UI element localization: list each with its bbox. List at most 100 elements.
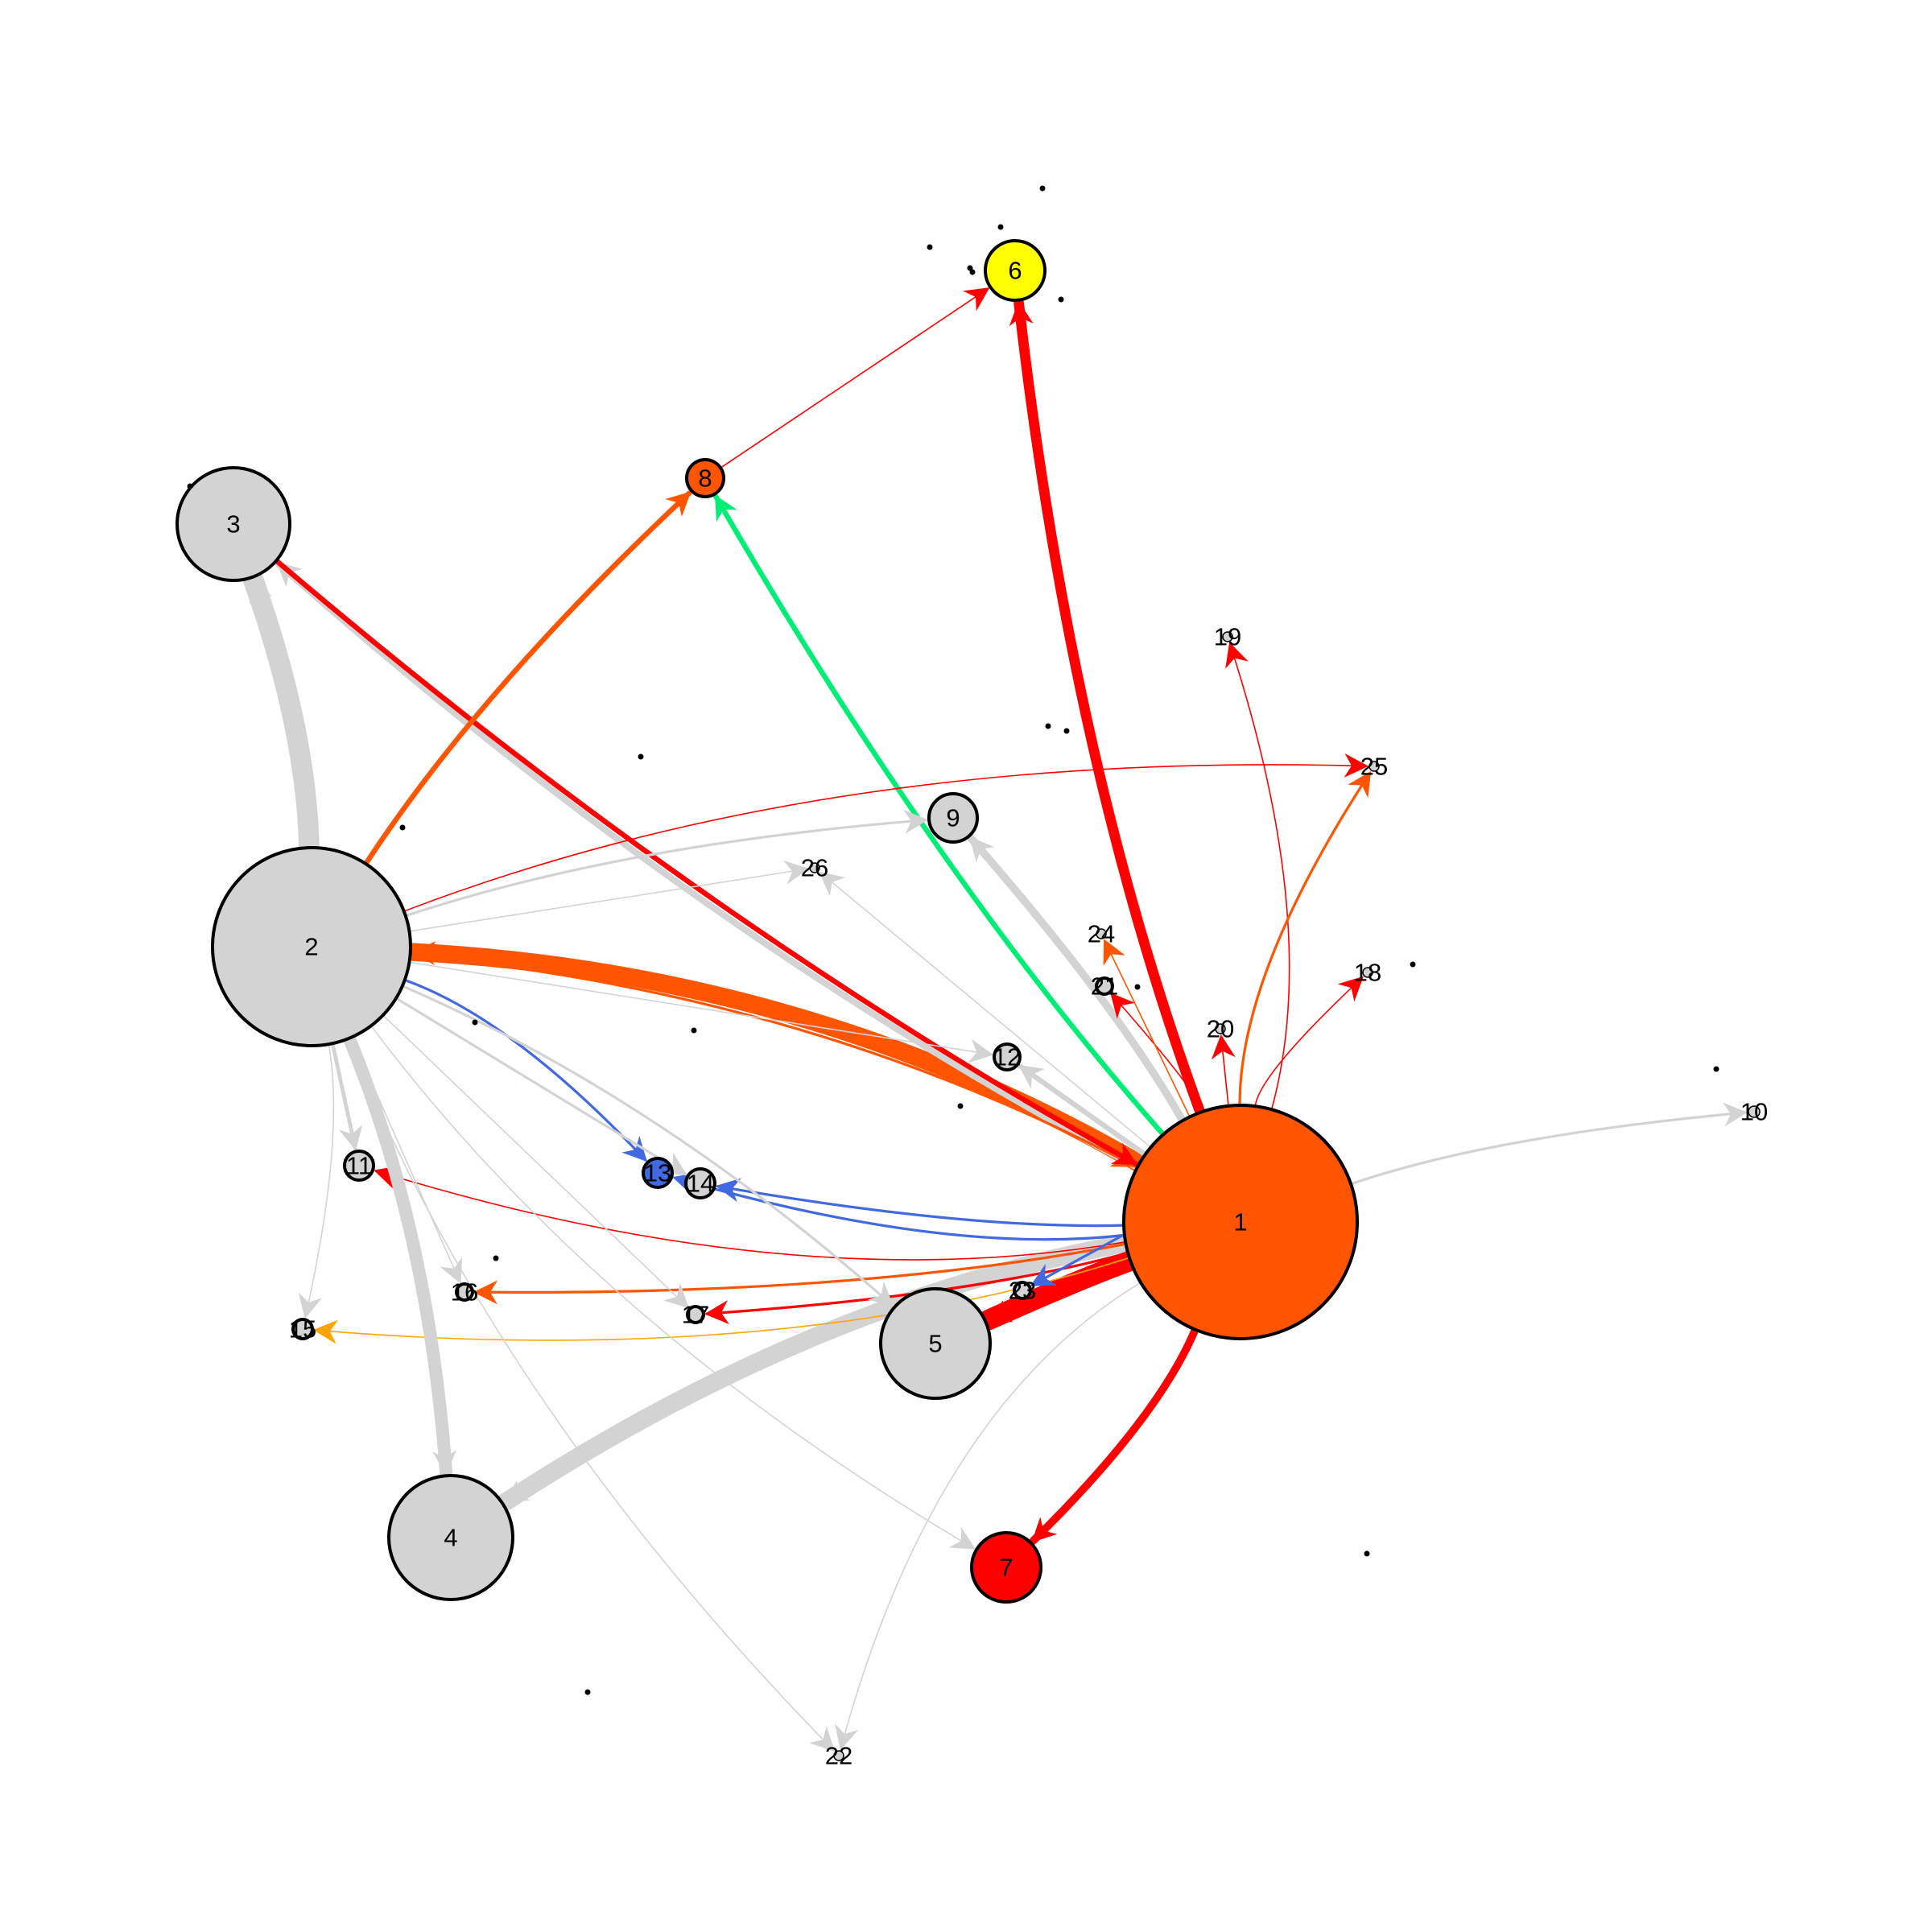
node-1: 1 [1122,1104,1359,1340]
edge-1-to-7 [1029,1325,1199,1545]
node-11: 11 [343,1150,375,1182]
node-label: 5 [928,1330,942,1358]
node-circle [993,1042,1022,1071]
edge-1-to-21 [1110,993,1204,1113]
node-circle [291,1318,314,1340]
node-4: 4 [387,1474,514,1601]
node-15: 15 [289,1315,316,1344]
node-circle [1368,761,1380,772]
edge-2-to-22 [347,1038,836,1752]
edge-1-to-24 [1103,939,1191,1118]
marker-dot [957,1103,964,1109]
node-label: 20 [1207,1015,1234,1043]
node-circle [343,1150,375,1182]
marker-dot [997,224,1004,230]
node-8: 8 [685,458,725,498]
node-circle [1748,1105,1761,1118]
edge-2-to-26 [408,860,810,932]
node-circle [686,1305,705,1324]
edge-2-to-25 [403,753,1368,912]
node-circle [1122,1104,1359,1340]
edge-1-to-25 [1238,770,1372,1107]
node-label: 13 [644,1159,671,1187]
edge-2-to-4 [342,1031,457,1480]
node-circle [685,458,725,498]
edge-1-to-6 [1009,298,1206,1118]
node-label: 16 [451,1278,478,1307]
node-24: 24 [1088,920,1115,948]
node-17: 17 [682,1301,709,1329]
node-circle [879,1287,992,1400]
node-circle [1095,976,1114,996]
node-label: 9 [946,804,960,832]
edge-2-to-15 [298,1043,335,1319]
node-circle [455,1282,474,1302]
node-circle [1215,1023,1226,1034]
edge-2-to-13 [403,978,647,1162]
node-label: 21 [1091,972,1118,1001]
edge-1-to-10 [1349,1102,1748,1186]
edge-1-to-12 [1018,1063,1148,1158]
node-circle [970,1531,1042,1604]
node-2: 2 [211,846,412,1047]
node-label: 15 [289,1315,316,1344]
marker-dot [1063,728,1070,734]
node-7: 7 [970,1531,1042,1604]
edge-2-to-5 [401,985,894,1307]
node-13: 13 [642,1157,674,1189]
node-label: 1 [1233,1208,1247,1236]
edge-3-to-1 [274,558,1138,1166]
node-circle [1222,631,1233,642]
node-label: 6 [1008,257,1022,285]
node-10: 10 [1740,1098,1768,1126]
edge-2-to-3 [243,569,320,858]
node-label: 18 [1354,959,1381,987]
edge-1-to-9 [967,834,1187,1125]
node-label: 14 [687,1170,714,1198]
node-circle [984,239,1046,302]
node-25: 25 [1360,753,1388,781]
edge-1-to-13 [672,1172,1126,1241]
node-3: 3 [175,466,291,582]
node-14: 14 [684,1167,716,1199]
node-label: 12 [993,1043,1021,1071]
node-label: 19 [1214,623,1241,651]
node-label: 7 [999,1554,1013,1582]
edges-layer [243,287,1748,1752]
edge-2-to-1 [408,954,1137,1168]
node-label: 8 [698,464,712,493]
node-19: 19 [1214,623,1241,651]
node-label: 2 [304,933,318,961]
edge-1-to-11 [374,1166,1126,1261]
node-circle [387,1474,514,1601]
node-12: 12 [993,1042,1022,1071]
node-label: 11 [346,1152,372,1180]
marker-dot [969,269,976,275]
node-circle [1013,1281,1032,1300]
node-circle [809,862,820,873]
node-circle [684,1167,716,1199]
node-16: 16 [451,1278,478,1307]
node-circle [642,1157,674,1189]
node-26: 26 [801,854,828,882]
edge-2-to-12 [408,961,994,1063]
marker-dot [1058,296,1064,303]
edge-2-to-17 [382,1014,690,1309]
edge-2-to-7 [370,1025,976,1550]
node-20: 20 [1207,1015,1234,1043]
node-label: 24 [1088,920,1115,948]
marker-dot [1713,1066,1719,1072]
node-label: 17 [682,1301,709,1329]
node-22: 22 [825,1742,852,1770]
node-circle [1096,928,1107,939]
node-5: 5 [879,1287,992,1400]
edge-1-to-2 [404,941,1149,1173]
node-9: 9 [927,792,979,844]
node-label: 4 [444,1524,457,1552]
marker-dot [1410,961,1416,968]
edge-2-to-11 [330,1041,363,1151]
edge-1-to-16 [473,1242,1128,1305]
node-6: 6 [984,239,1046,302]
edge-2-to-16 [351,1036,463,1284]
marker-dot [927,244,933,250]
